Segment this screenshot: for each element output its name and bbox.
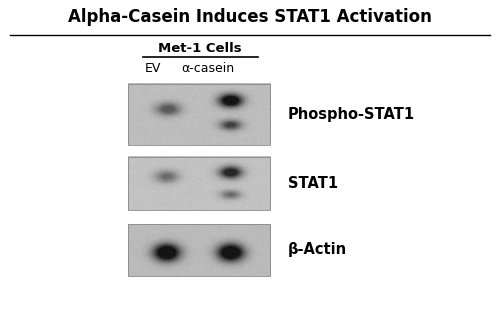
Text: Phospho-STAT1: Phospho-STAT1 <box>288 107 414 122</box>
Text: EV: EV <box>144 62 160 75</box>
Text: Alpha-Casein Induces STAT1 Activation: Alpha-Casein Induces STAT1 Activation <box>68 8 432 26</box>
Text: α-casein: α-casein <box>181 62 234 75</box>
Text: β-Actin: β-Actin <box>288 242 346 257</box>
Text: Met-1 Cells: Met-1 Cells <box>158 42 242 55</box>
Text: STAT1: STAT1 <box>288 176 338 191</box>
